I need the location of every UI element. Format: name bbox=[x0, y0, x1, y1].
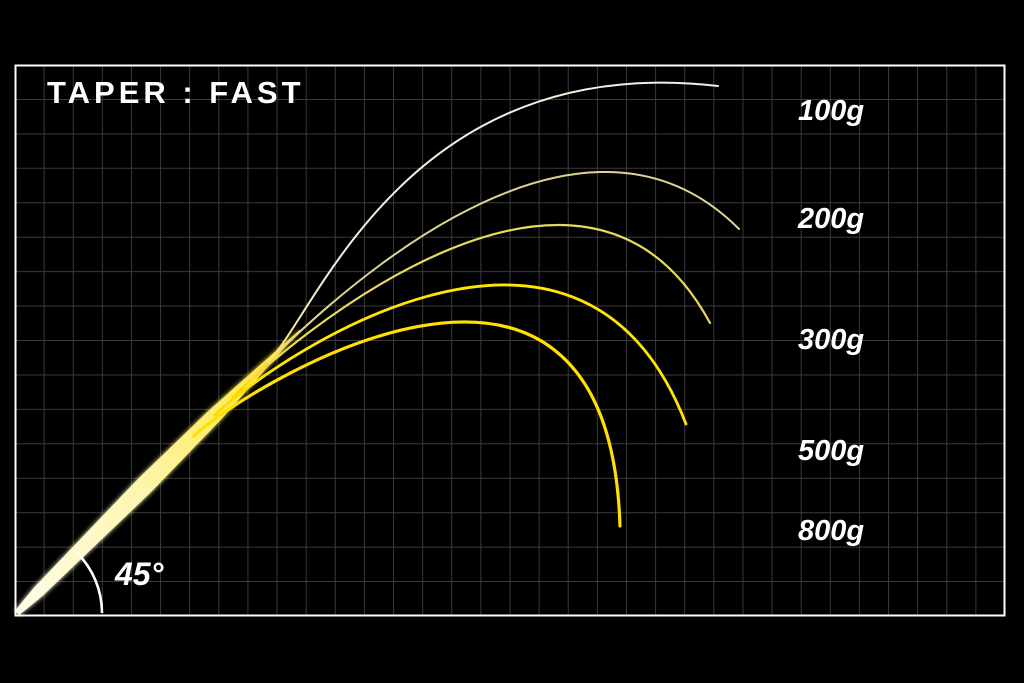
svg-text:300g: 300g bbox=[798, 324, 864, 356]
svg-text:100g: 100g bbox=[798, 95, 864, 127]
svg-text:500g: 500g bbox=[798, 435, 864, 467]
svg-text:45°: 45° bbox=[114, 556, 164, 592]
svg-text:TAPER : FAST: TAPER : FAST bbox=[47, 75, 305, 110]
svg-text:800g: 800g bbox=[798, 515, 864, 547]
svg-text:200g: 200g bbox=[797, 203, 864, 235]
